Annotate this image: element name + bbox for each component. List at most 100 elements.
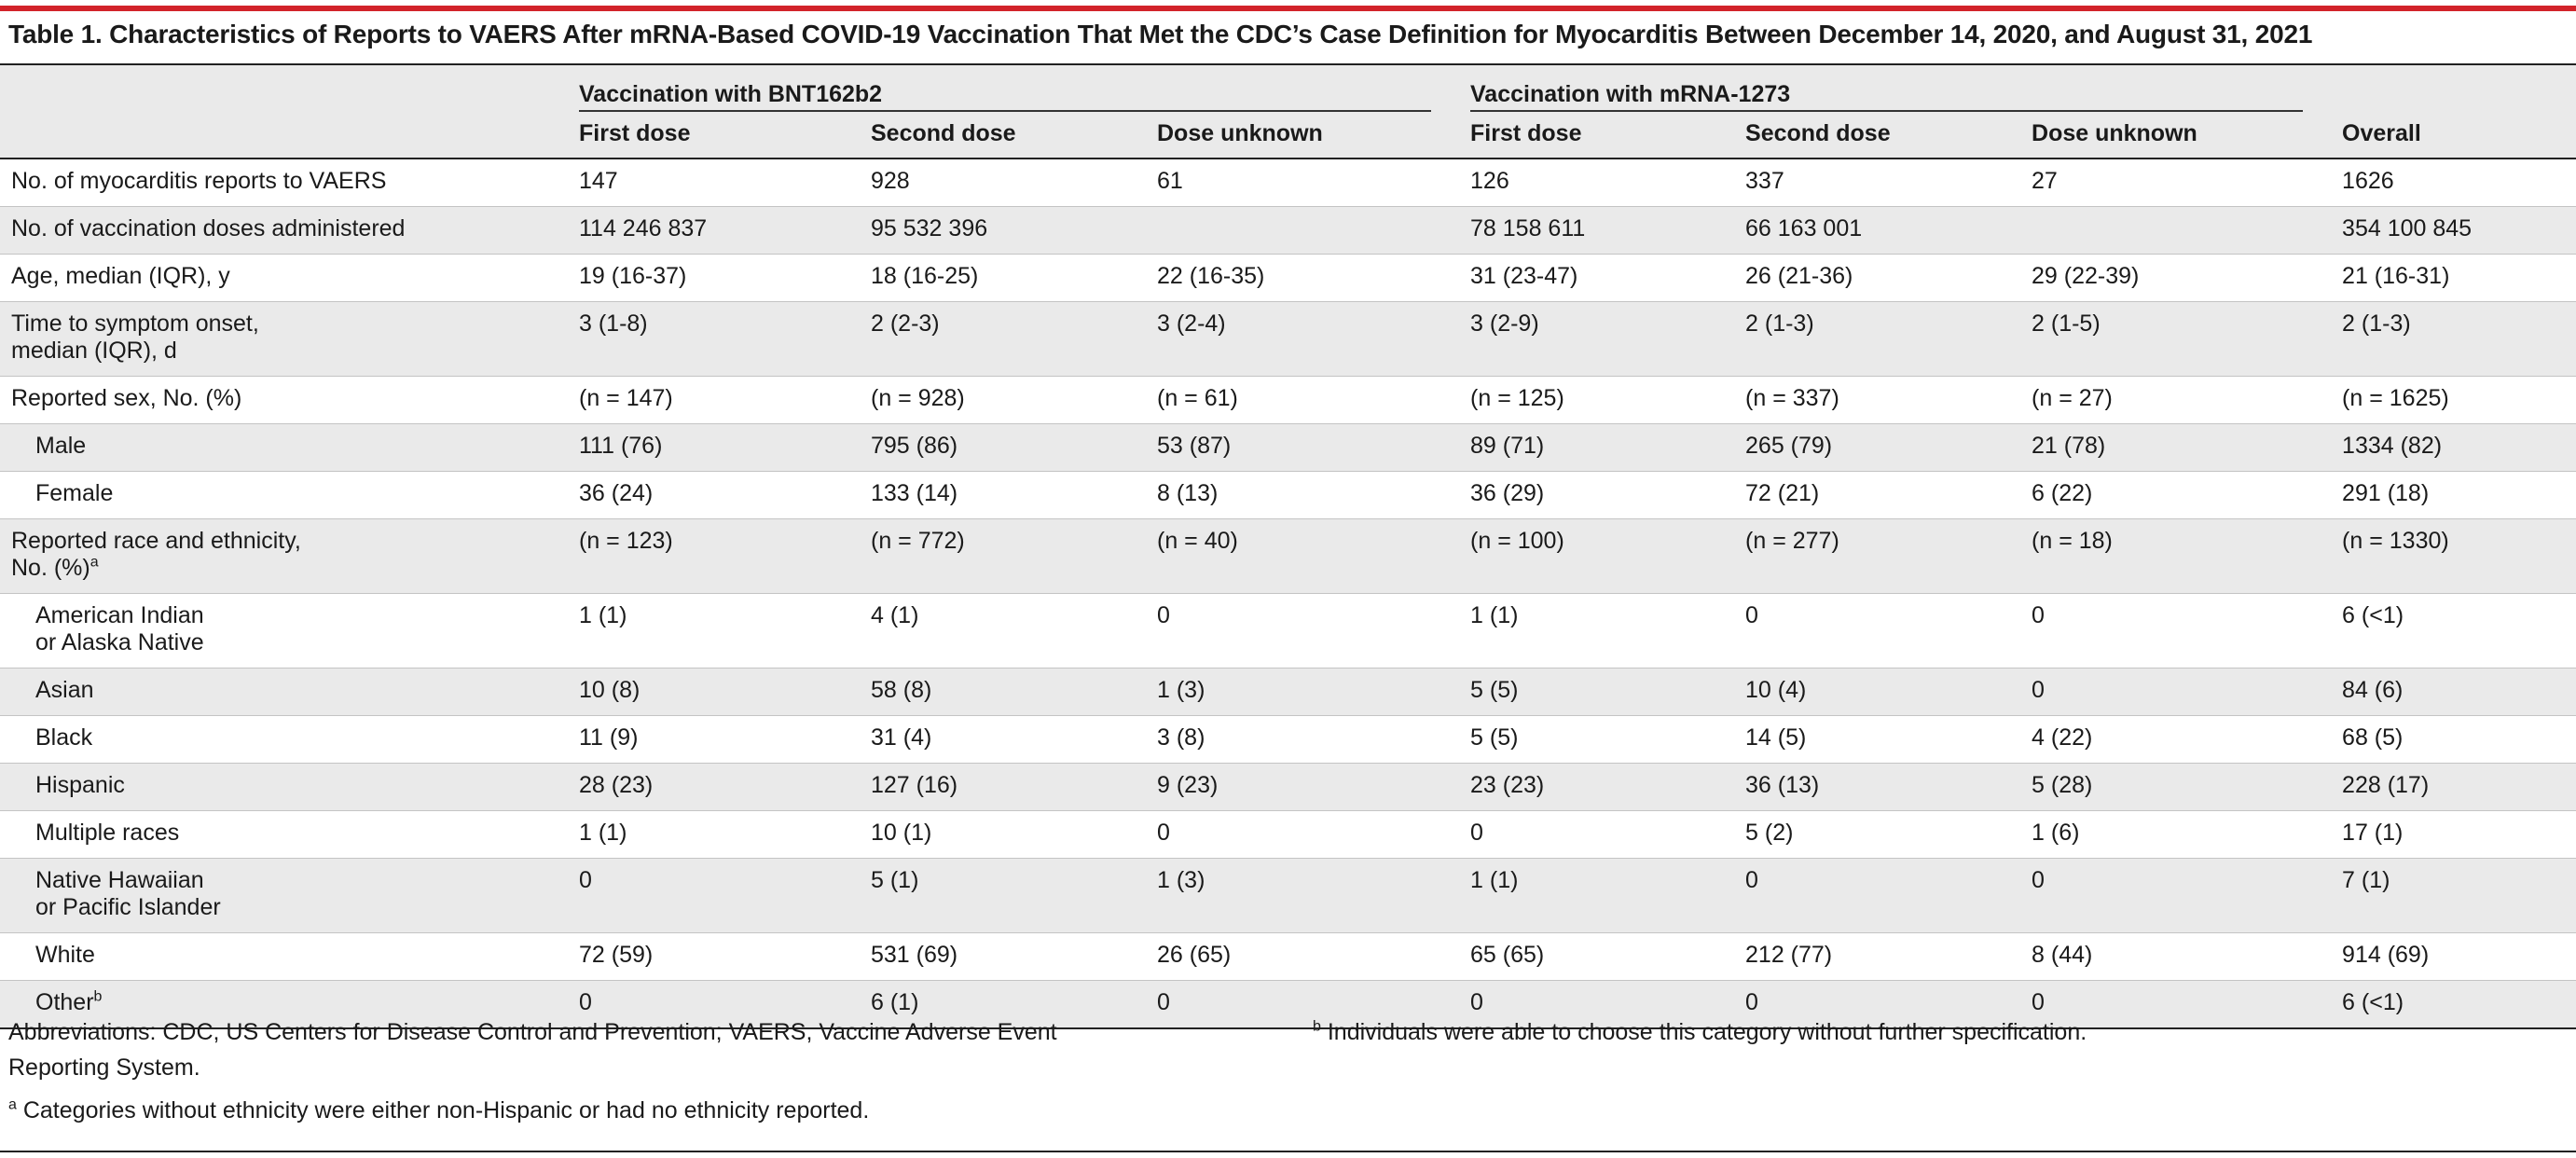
table-cell: 5 (28): [2020, 763, 2332, 811]
table-cell: 2 (1-3): [1734, 301, 2021, 377]
table-cell: 31 (23-47): [1459, 254, 1735, 302]
row-label: Female: [0, 471, 568, 519]
table-cell: 1 (3): [1146, 668, 1460, 716]
row-label-text: Reported race and ethnicity,: [11, 528, 301, 554]
footnote-abbrev-line2: Reporting System.: [8, 1055, 200, 1081]
table-cell: 23 (23): [1459, 763, 1735, 811]
table-cell: 11 (9): [568, 715, 860, 764]
row-label-text: Native Hawaiian: [35, 867, 204, 893]
row-label: Time to symptom onset, median (IQR), d: [0, 301, 568, 377]
row-label-text: Age, median (IQR), y: [11, 263, 230, 289]
row-label-text: Asian: [35, 677, 94, 703]
table-cell: 72 (21): [1734, 471, 2021, 519]
row-label: Hispanic: [0, 763, 568, 811]
table-cell: 5 (1): [860, 858, 1146, 933]
footnote-b-text: Individuals were able to choose this cat…: [1320, 1019, 2087, 1045]
table-row: Asian 10 (8) 58 (8) 1 (3) 5 (5) 10 (4) 0 84 (6): [0, 668, 2576, 716]
group-header-mrna1273: Vaccination with mRNA-1273: [1459, 65, 2332, 112]
top-accent-rule: [0, 6, 2576, 11]
row-label-text: Multiple races: [35, 820, 180, 846]
group-header-mrna1273-label: Vaccination with mRNA-1273: [1470, 81, 1791, 107]
table-cell: 7 (1): [2331, 858, 2576, 933]
table-cell: 0: [2020, 858, 2332, 933]
table-cell: 2 (1-3): [2331, 301, 2576, 377]
table-row: Hispanic 28 (23) 127 (16) 9 (23) 23 (23) 36 (…: [0, 763, 2576, 811]
table-cell: 36 (24): [568, 471, 860, 519]
table-row: Otherb 0 6 (1) 0 0 0 0 6 (<1): [0, 980, 2576, 1029]
row-label: Age, median (IQR), y: [0, 254, 568, 302]
table-cell: 0: [1459, 980, 1735, 1029]
row-label-text: Reported sex, No. (%): [11, 385, 242, 411]
row-label-text: Male: [35, 433, 87, 459]
table-cell: (n = 125): [1459, 376, 1735, 424]
table-row: Reported sex, No. (%) (n = 147) (n = 928)(…: [0, 376, 2576, 424]
table-cell: 228 (17): [2331, 763, 2576, 811]
table-cell: 26 (21-36): [1734, 254, 2021, 302]
group-rule: [1470, 110, 2304, 112]
row-label-text: Other: [35, 989, 94, 1015]
table-cell: 22 (16-35): [1146, 254, 1460, 302]
table-cell: 9 (23): [1146, 763, 1460, 811]
footnote-a-text: Categories without ethnicity were either…: [16, 1097, 870, 1124]
table-cell: 10 (4): [1734, 668, 2021, 716]
table-cell: (n = 1330): [2331, 518, 2576, 594]
table-cell: 0: [2020, 593, 2332, 669]
table-row: Female 36 (24) 133 (14) 8 (13) 36 (29) 72 (21…: [0, 471, 2576, 519]
row-label-text-line2: No. (%): [11, 555, 90, 581]
row-label-text-line2: or Alaska Native: [35, 629, 204, 655]
table-cell: 2 (1-5): [2020, 301, 2332, 377]
table-row: Native Hawaiian or Pacific Islander 0 5 (1)…: [0, 858, 2576, 933]
table-row: No. of myocarditis reports to VAERS 147 92…: [0, 159, 2576, 207]
table-row: White 72 (59) 531 (69) 26 (65) 65 (65) 212 (7…: [0, 932, 2576, 981]
table-cell: 0: [2020, 980, 2332, 1029]
row-label-text-line2: median (IQR), d: [11, 338, 177, 364]
table-cell: 0: [568, 858, 860, 933]
table-cell: 531 (69): [860, 932, 1146, 981]
header-subcolumn-row: First dose Second dose Dose unknown Firs…: [0, 112, 2576, 159]
table-title: Table 1. Characteristics of Reports to V…: [8, 20, 2313, 48]
column-header: Dose unknown: [1146, 112, 1460, 159]
table-cell: 265 (79): [1734, 423, 2021, 472]
table-cell: 3 (1-8): [568, 301, 860, 377]
row-label-text: American Indian: [35, 602, 204, 628]
table-cell: 354 100 845: [2331, 206, 2576, 255]
table-cell: 84 (6): [2331, 668, 2576, 716]
table-cell: 212 (77): [1734, 932, 2021, 981]
footnote-marker: a: [90, 554, 99, 571]
table-cell: 95 532 396: [860, 206, 1146, 255]
table-cell: (n = 40): [1146, 518, 1460, 594]
header-empty-cell: [2331, 65, 2576, 112]
group-header-bnt162b2: Vaccination with BNT162b2: [568, 65, 1460, 112]
table-cell: 6 (<1): [2331, 593, 2576, 669]
table-cell: (n = 1625): [2331, 376, 2576, 424]
header-empty-cell: [0, 65, 568, 112]
column-header: First dose: [568, 112, 860, 159]
table-cell: 1 (1): [568, 593, 860, 669]
table-cell: 0: [1734, 980, 2021, 1029]
table-cell: 21 (78): [2020, 423, 2332, 472]
table-cell: 17 (1): [2331, 810, 2576, 859]
table-cell: 78 158 611: [1459, 206, 1735, 255]
table-cell: 3 (8): [1146, 715, 1460, 764]
table-cell: (n = 928): [860, 376, 1146, 424]
table-cell: 0: [1459, 810, 1735, 859]
row-label-text: Hispanic: [35, 772, 125, 798]
table-cell: 0: [1146, 810, 1460, 859]
table-cell: 1334 (82): [2331, 423, 2576, 472]
table-cell: 337: [1734, 159, 2021, 207]
table-cell: 0: [1734, 593, 2021, 669]
table-cell: 53 (87): [1146, 423, 1460, 472]
table-cell: 68 (5): [2331, 715, 2576, 764]
table-cell: (n = 61): [1146, 376, 1460, 424]
row-label: American Indian or Alaska Native: [0, 593, 568, 669]
table-cell: 914 (69): [2331, 932, 2576, 981]
table-cell: 0: [1146, 980, 1460, 1029]
table-cell: 18 (16-25): [860, 254, 1146, 302]
table-cell: 0: [1146, 593, 1460, 669]
row-label-text-line2: or Pacific Islander: [35, 894, 221, 920]
table-cell: 19 (16-37): [568, 254, 860, 302]
table-row: Black 11 (9) 31 (4) 3 (8) 5 (5) 14 (5) 4 (22) 6…: [0, 715, 2576, 764]
table-cell: (n = 772): [860, 518, 1146, 594]
table-cell: 21 (16-31): [2331, 254, 2576, 302]
table-cell: 28 (23): [568, 763, 860, 811]
